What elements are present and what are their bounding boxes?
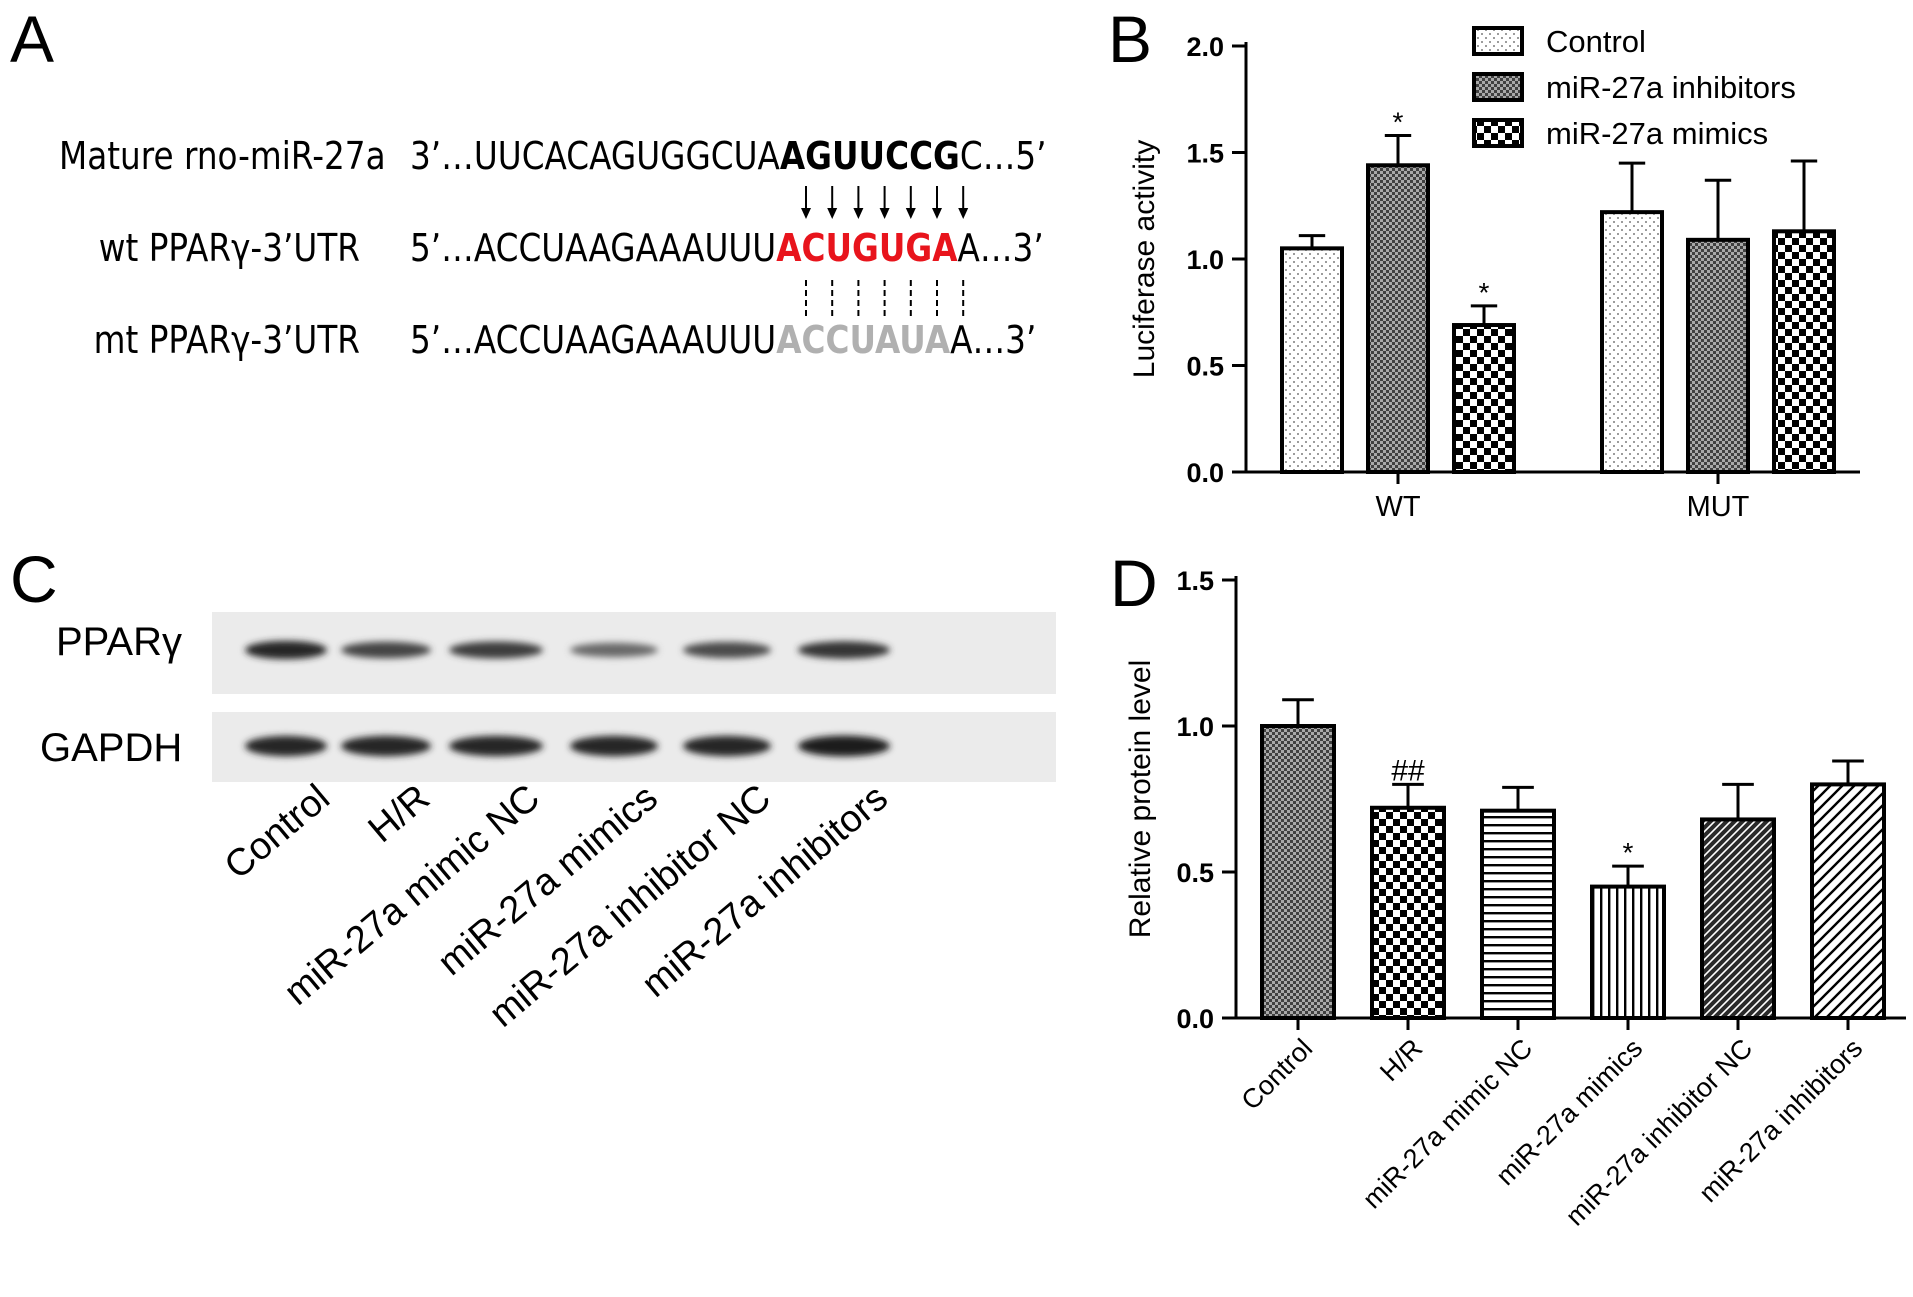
bar [1590,884,1666,1020]
y-tick-label: 1.5 [1176,566,1214,596]
seq-label-wt: wt PPARγ-3’UTR [98,226,361,270]
significance-label: ## [1391,754,1425,787]
blot-band [341,641,431,659]
y-tick-label: 1.5 [1186,139,1224,169]
bar [1700,817,1776,1020]
panel-letter-b: B [1108,2,1153,76]
bar [1772,229,1836,474]
blot-band [798,735,890,757]
seq-wt: 5’…ACCUAAGAAAUUUACUGUGAA…3’ [410,226,1044,270]
y-tick-label: 0.5 [1176,858,1214,888]
y-tick-label: 0.0 [1186,458,1224,488]
blot-label-gapdh: GAPDH [40,726,183,770]
bar [1280,246,1344,474]
blot-label-ppar: PPARγ [56,620,182,664]
y-tick-label: 2.0 [1186,32,1224,62]
bar [1366,163,1430,474]
blot-band [245,640,327,660]
seq-mirna-prefix: 3’…UUCACAGUGGCUA [410,134,780,178]
blot-band [341,735,431,757]
bar [1686,237,1750,474]
panel-letter-a: A [10,2,55,76]
x-tick-label: WT [1375,491,1420,523]
legend-label: miR-27a mimics [1546,116,1768,151]
blot-band [449,735,543,757]
panel-letter-d: D [1110,546,1158,620]
blot-band [683,735,771,757]
significance-label: * [1479,277,1490,308]
x-tick-label: MUT [1687,491,1750,523]
seq-mt-suffix: A…3’ [950,318,1037,362]
x-tick-label: H/R [1374,1033,1428,1087]
blot-band [798,641,890,659]
x-tick-label: miR-27a inhibitor NC [1560,1033,1758,1231]
x-tick-label: Control [1235,1033,1318,1116]
blot-band [570,642,658,658]
legend-label: miR-27a inhibitors [1546,70,1796,105]
y-axis-label: Luciferase activity [1128,140,1161,378]
blot-band [245,735,327,757]
seq-mirna: 3’…UUCACAGUGGCUAAGUUCCGC…5’ [410,134,1047,178]
y-tick-label: 1.0 [1176,712,1214,742]
legend-swatch [1472,118,1524,148]
seq-mt-prefix: 5’…ACCUAAGAAAUUU [410,318,777,362]
blot-band [570,735,658,757]
seq-label-mt: mt PPARγ-3’UTR [93,318,360,362]
seq-wt-suffix: A…3’ [957,226,1044,270]
significance-label: * [1623,837,1634,868]
seq-mirna-suffix: C…5’ [959,134,1047,178]
seq-mt-site: ACCUAUA [776,318,951,362]
blot-band [683,641,771,659]
legend-label: Control [1546,24,1646,59]
panel-letter-c: C [10,542,58,616]
seq-mt: 5’…ACCUAAGAAAUUUACCUAUAA…3’ [410,318,1036,362]
y-axis-label: Relative protein level [1124,660,1157,938]
bar [1370,805,1446,1021]
blot-band [449,641,543,659]
seq-wt-prefix: 5’…ACCUAAGAAAUUU [410,226,777,270]
significance-label: * [1393,106,1404,137]
y-tick-label: 0.0 [1176,1004,1214,1034]
legend-swatch [1472,26,1524,56]
y-tick-label: 1.0 [1186,245,1224,275]
bar [1260,724,1336,1020]
seq-label-mirna: Mature rno-miR-27a [59,134,386,178]
bar [1810,782,1886,1021]
y-tick-label: 0.5 [1186,352,1224,382]
seq-wt-site: ACUGUGA [776,226,958,270]
legend-swatch [1472,72,1524,102]
seq-mirna-seed: AGUUCCG [779,134,960,178]
bar [1480,808,1556,1020]
